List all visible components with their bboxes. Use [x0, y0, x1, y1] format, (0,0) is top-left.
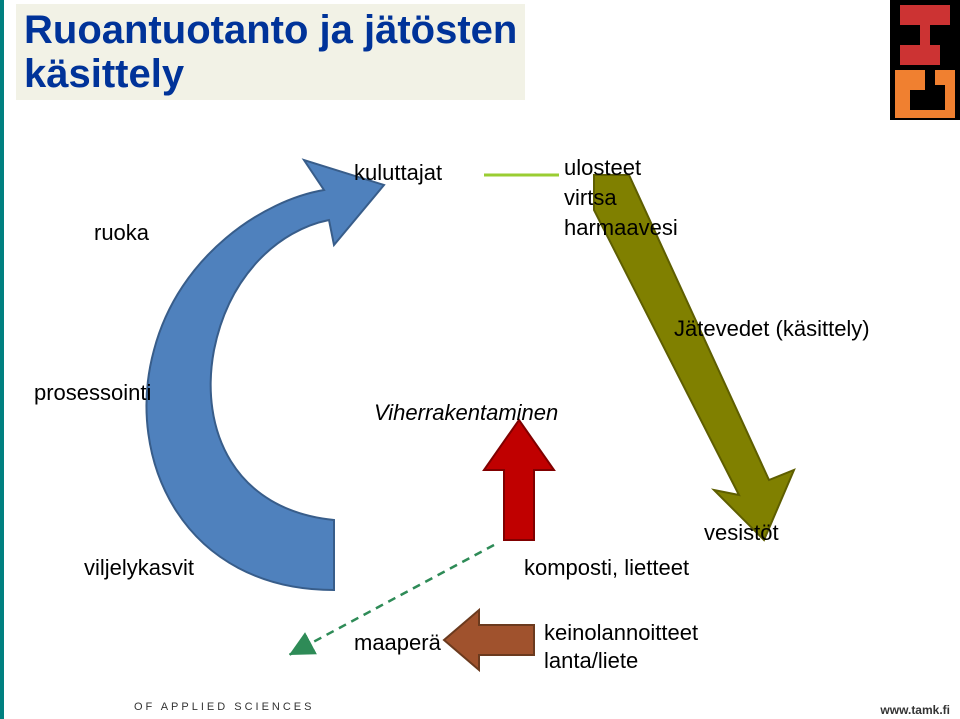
label-lanta: lanta/liete [544, 648, 638, 674]
label-maapera: maaperä [354, 630, 441, 656]
label-ruoka: ruoka [94, 220, 149, 246]
brown-arrow-maapera [444, 610, 534, 670]
label-kuluttajat: kuluttajat [354, 160, 442, 186]
label-komposti: komposti, lietteet [524, 555, 689, 581]
curve-arrow-shape [147, 160, 385, 590]
label-ulosteet: ulosteet [564, 155, 641, 181]
label-viherrak: Viherrakentaminen [374, 400, 558, 426]
label-harmaavesi: harmaavesi [564, 215, 678, 241]
red-arrow-komposti [484, 420, 554, 540]
slide: Ruoantuotanto ja jätösten käsittely [0, 0, 960, 719]
label-viljelykasvit: viljelykasvit [84, 555, 194, 581]
label-vesistot: vesistöt [704, 520, 779, 546]
footer-url: www.tamk.fi [880, 703, 950, 717]
curve-arrow-ruoka [147, 160, 385, 590]
label-jatevedet: Jätevedet (käsittely) [674, 316, 870, 342]
cycle-diagram [4, 0, 960, 719]
footer-subtext: OF APPLIED SCIENCES [134, 701, 314, 713]
label-keinolann: keinolannoitteet [544, 620, 698, 646]
label-virtsa: virtsa [564, 185, 617, 211]
label-prosessointi: prosessointi [34, 380, 151, 406]
